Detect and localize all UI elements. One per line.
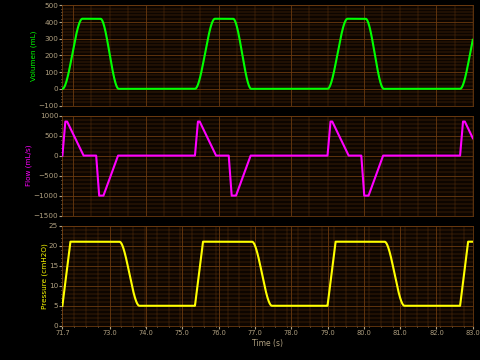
Y-axis label: Volumen (mL): Volumen (mL) [30, 30, 37, 81]
Y-axis label: Pressure (cmH2O): Pressure (cmH2O) [41, 243, 48, 309]
Y-axis label: Flow (mL/s): Flow (mL/s) [26, 145, 32, 186]
X-axis label: Time (s): Time (s) [252, 339, 283, 348]
